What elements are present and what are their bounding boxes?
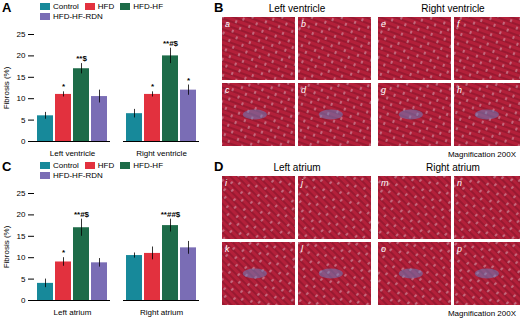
html-text:A: A xyxy=(2,0,12,15)
svg-text:5: 5 xyxy=(21,116,26,125)
svg-text:j: j xyxy=(300,178,304,188)
svg-text:**##$: **##$ xyxy=(161,210,181,219)
html-text:HFD: HFD xyxy=(97,2,115,11)
html-text:HFD-HF: HFD-HF xyxy=(133,2,163,11)
html-text:HFD: HFD xyxy=(97,161,115,170)
svg-text:f: f xyxy=(457,19,461,29)
svg-text:Left atrium: Left atrium xyxy=(273,162,320,173)
svg-text:15: 15 xyxy=(17,232,26,241)
html-text:HFD-HF-RDN: HFD-HF-RDN xyxy=(53,12,103,21)
svg-text:Magnification 200X: Magnification 200X xyxy=(448,150,517,159)
html-text:HFD-HF-RDN: HFD-HF-RDN xyxy=(53,171,103,180)
svg-text:*: * xyxy=(151,82,155,91)
html-text:Control: Control xyxy=(53,2,79,11)
svg-text:p: p xyxy=(456,244,462,254)
svg-text:10: 10 xyxy=(17,94,26,103)
svg-text:Left atrium: Left atrium xyxy=(54,308,92,317)
svg-text:Fibrosis (%): Fibrosis (%) xyxy=(2,66,11,109)
svg-text:10: 10 xyxy=(17,253,26,262)
svg-text:D: D xyxy=(214,159,223,174)
svg-text:0: 0 xyxy=(21,137,26,146)
svg-text:n: n xyxy=(457,178,462,188)
svg-text:**#$: **#$ xyxy=(163,39,179,48)
svg-text:i: i xyxy=(225,178,228,188)
svg-text:*: * xyxy=(62,82,66,91)
svg-text:a: a xyxy=(225,19,230,29)
svg-text:15: 15 xyxy=(17,73,26,82)
svg-text:25: 25 xyxy=(17,189,26,198)
svg-text:k: k xyxy=(225,244,230,254)
svg-text:B: B xyxy=(214,0,223,15)
svg-text:l: l xyxy=(301,244,304,254)
svg-text:m: m xyxy=(381,178,389,188)
svg-text:25: 25 xyxy=(17,30,26,39)
svg-text:o: o xyxy=(381,244,386,254)
svg-text:d: d xyxy=(301,85,307,95)
svg-text:20: 20 xyxy=(17,51,26,60)
svg-text:20: 20 xyxy=(17,210,26,219)
svg-text:c: c xyxy=(225,85,230,95)
html-text:C: C xyxy=(2,159,12,174)
svg-text:Right ventricle: Right ventricle xyxy=(136,149,187,158)
html-text:Control: Control xyxy=(53,161,79,170)
svg-text:e: e xyxy=(381,19,386,29)
html-text:HFD-HF: HFD-HF xyxy=(133,161,163,170)
svg-text:Left ventricle: Left ventricle xyxy=(50,149,96,158)
svg-text:Left ventricle: Left ventricle xyxy=(269,3,326,14)
svg-text:Right atrium: Right atrium xyxy=(140,308,183,317)
svg-text:**$: **$ xyxy=(76,54,87,63)
svg-text:**#$: **#$ xyxy=(74,210,90,219)
svg-text:Right ventricle: Right ventricle xyxy=(421,3,485,14)
svg-text:b: b xyxy=(301,19,306,29)
svg-text:5: 5 xyxy=(21,275,26,284)
svg-text:Fibrosis (%): Fibrosis (%) xyxy=(2,225,11,268)
svg-text:Magnification 200X: Magnification 200X xyxy=(448,309,517,318)
svg-text:0: 0 xyxy=(21,296,26,305)
svg-text:*: * xyxy=(187,76,191,85)
svg-text:h: h xyxy=(457,85,462,95)
svg-text:*: * xyxy=(62,248,66,257)
svg-text:Right atrium: Right atrium xyxy=(426,162,480,173)
svg-text:g: g xyxy=(381,85,386,95)
